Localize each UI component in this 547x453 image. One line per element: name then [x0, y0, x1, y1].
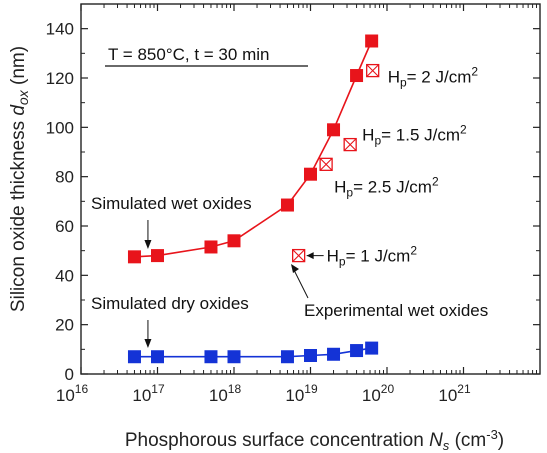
y-axis-title-var: d: [8, 104, 29, 116]
data-point: [280, 198, 294, 212]
x-axis-title-sub: s: [443, 438, 450, 453]
y-tick-label: 0: [65, 365, 74, 384]
data-point: [151, 249, 164, 263]
series-layer: Hp= 1 J/cm2 Hp= 2.5 J/cm2 Hp= 1.5 J/cm2 Hp=…: [127, 34, 479, 364]
data-point: [327, 347, 341, 361]
x-tick-label: 1020: [362, 382, 395, 405]
y-axis-title-sub: ox: [15, 89, 31, 105]
x-tick-label: 1019: [285, 382, 318, 405]
series-3: [291, 63, 380, 263]
x-tick-label: 1018: [209, 382, 242, 405]
y-axis-title: Silicon oxide thickness dox (nm): [8, 46, 31, 312]
data-point: [204, 350, 218, 364]
legend-simulated-dry-oxides: Simulated dry oxides: [91, 294, 249, 313]
data-point: [204, 240, 218, 254]
y-axis-title-unit: (nm): [8, 46, 29, 90]
y-tick-label: 40: [55, 266, 74, 285]
data-point: [304, 167, 317, 181]
data-point: [127, 350, 141, 364]
y-tick-label: 120: [46, 69, 74, 88]
x-axis-title-unit: (cm: [449, 430, 486, 451]
data-point: [365, 341, 379, 355]
data-point: [319, 157, 333, 171]
series-line: [134, 40, 373, 258]
x-axis-title-var: N: [429, 430, 443, 451]
y-axis-title-text: Silicon oxide thickness: [8, 116, 29, 312]
data-point: [227, 350, 241, 364]
x-axis-title-unit-sup: -3: [486, 427, 498, 442]
y-tick-label: 20: [55, 316, 74, 335]
x-axis-title-text: Phosphorous surface concentration: [125, 430, 429, 451]
data-label: Hp= 1.5 J/cm2: [362, 123, 467, 148]
y-tick-label: 140: [46, 20, 74, 39]
series-2: [127, 341, 379, 364]
data-label: Hp= 2 J/cm2: [388, 65, 479, 90]
data-point: [291, 248, 306, 263]
data-label-arrowhead: [306, 252, 314, 260]
series-1: [127, 34, 379, 264]
axis-titles: Phosphorous surface concentration Ns (cm…: [8, 46, 504, 453]
annotations: T = 850°C, t = 30 min Simulated wet oxid…: [91, 45, 488, 348]
data-point: [227, 234, 241, 248]
data-point: [304, 349, 317, 362]
data-point: [151, 350, 164, 364]
data-point: [350, 69, 364, 83]
x-tick-label: 1021: [438, 382, 471, 405]
y-tick-label: 60: [55, 217, 74, 236]
arrowhead-simulated-dry-oxides: [144, 339, 152, 348]
data-point: [365, 34, 379, 48]
arrowhead-experimental-wet-oxides: [291, 264, 299, 273]
arrowhead-simulated-wet-oxides: [144, 240, 152, 249]
y-tick-label: 100: [46, 118, 74, 137]
data-label: Hp= 1 J/cm2: [327, 244, 418, 269]
x-axis-title: Phosphorous surface concentration Ns (cm…: [125, 427, 504, 453]
arrow-experimental-wet-oxides: [292, 267, 309, 299]
data-point: [350, 344, 364, 358]
data-point: [343, 137, 357, 152]
x-tick-label: 1016: [56, 382, 89, 405]
x-axis-title-unit-end: ): [498, 430, 504, 451]
legend-experimental-wet-oxides: Experimental wet oxides: [304, 301, 488, 320]
axis-ticks: 0 20 40 60 80 100 120 140 1016 1017 1018 1019 1020 10…: [46, 4, 540, 405]
conditions-label: T = 850°C, t = 30 min: [108, 45, 269, 64]
data-label: Hp= 2.5 J/cm2: [334, 174, 439, 199]
data-point: [280, 350, 294, 364]
y-tick-label: 80: [55, 168, 74, 187]
x-tick-label: 1017: [132, 382, 165, 405]
data-point: [327, 123, 341, 137]
legend-simulated-wet-oxides: Simulated wet oxides: [91, 194, 252, 213]
data-point: [366, 63, 380, 78]
data-point: [127, 250, 141, 264]
